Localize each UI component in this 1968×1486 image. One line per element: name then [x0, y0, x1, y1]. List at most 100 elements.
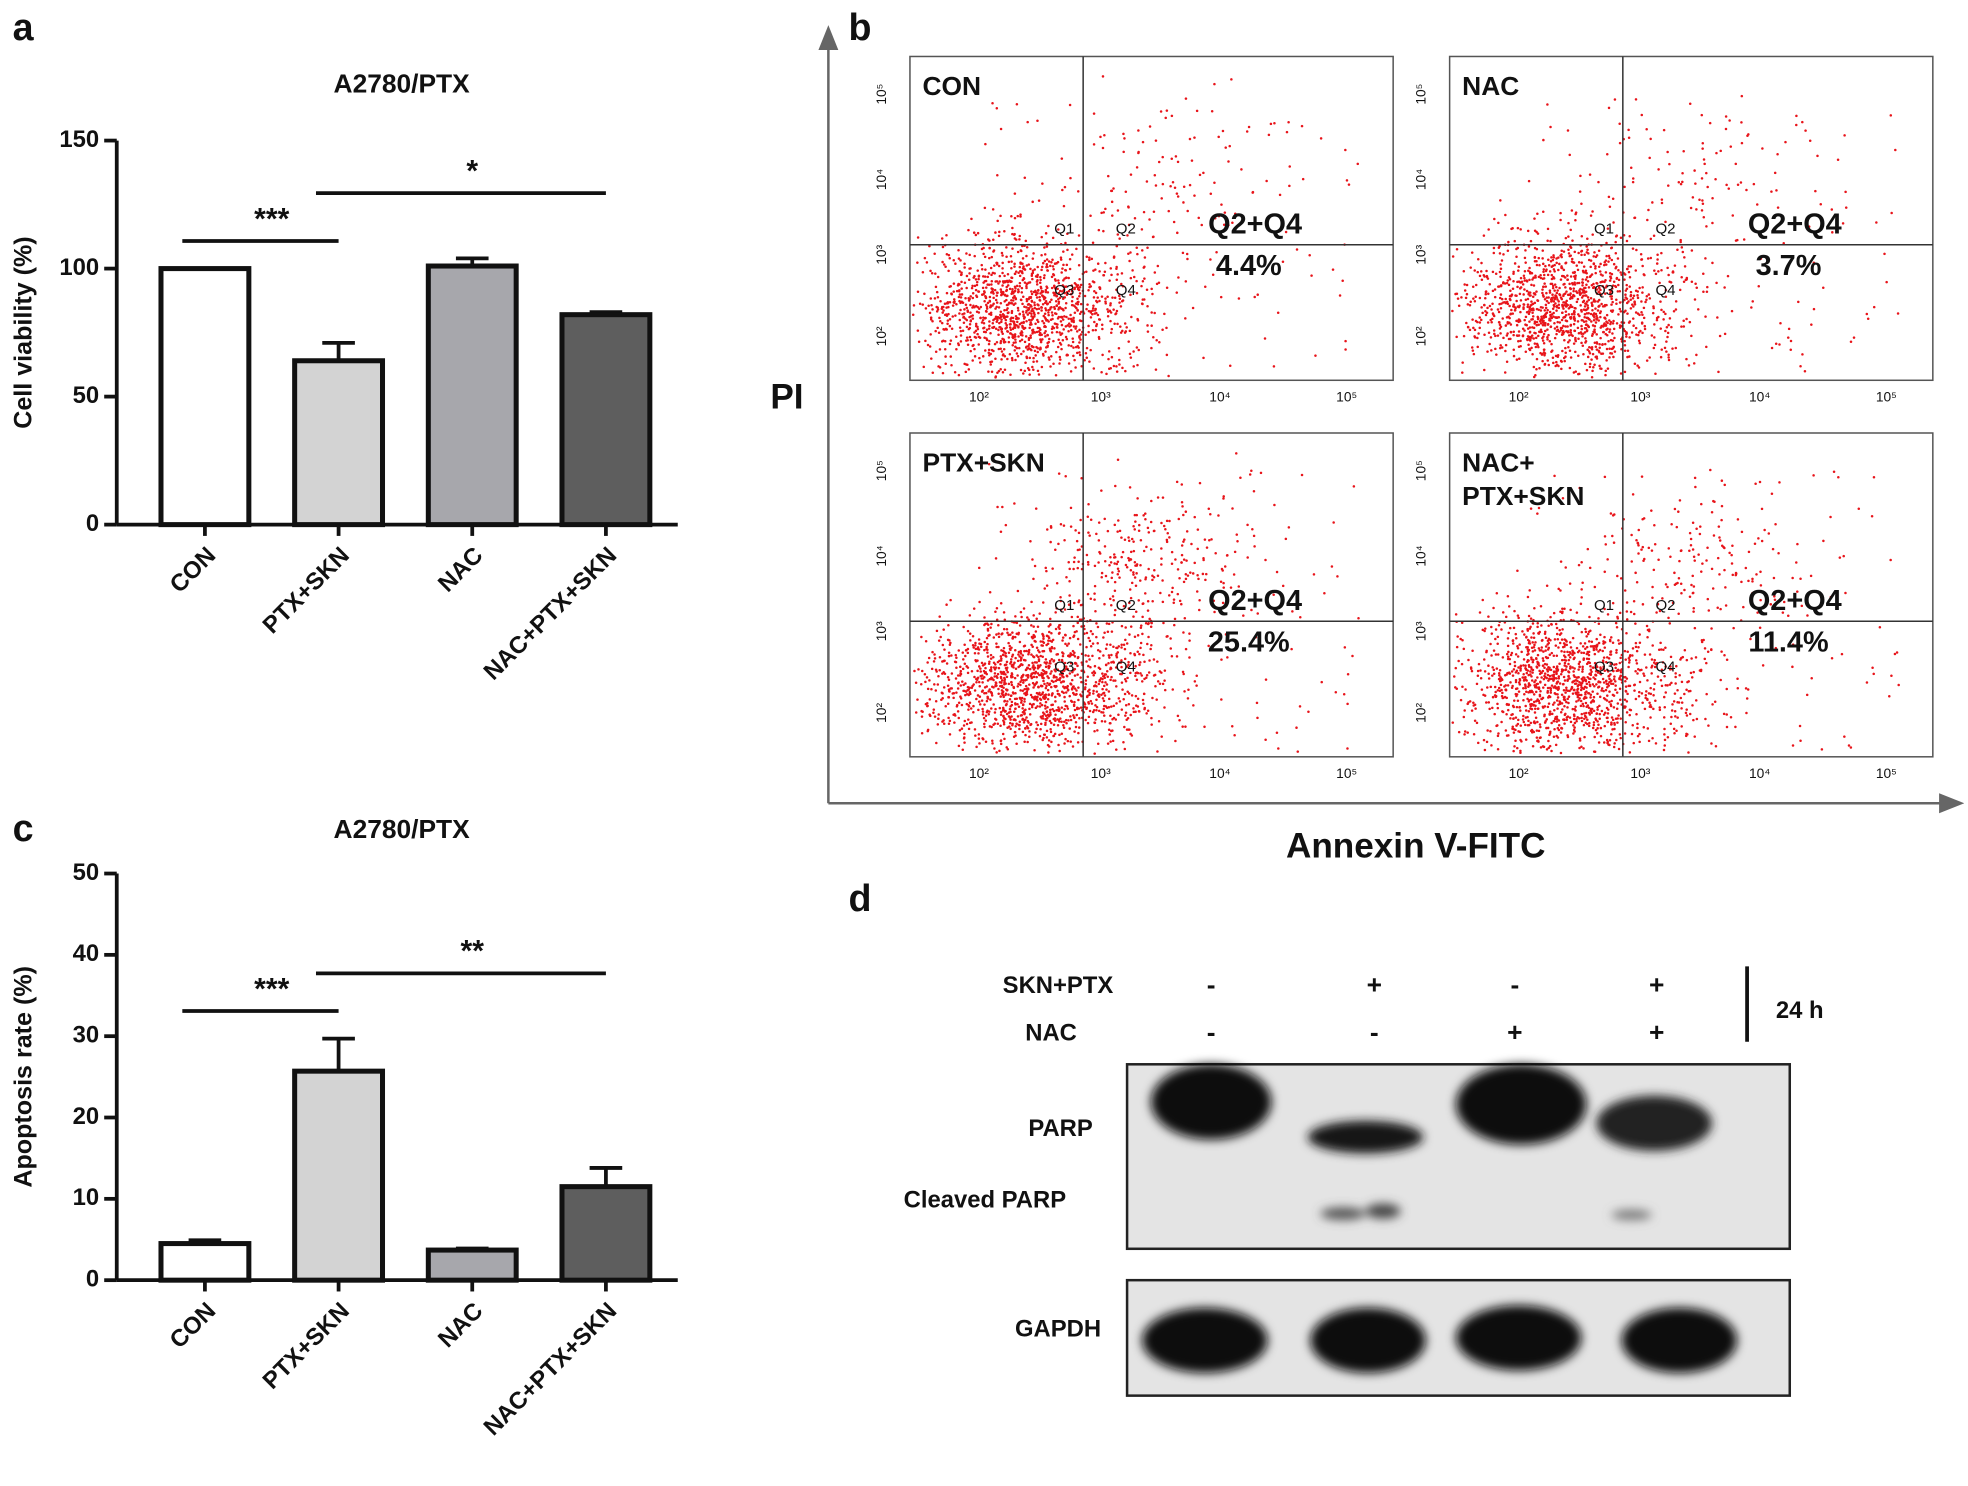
event-dot	[1609, 320, 1613, 324]
event-dot	[1154, 368, 1158, 371]
event-dot	[1594, 312, 1598, 316]
event-dot	[1213, 217, 1217, 220]
event-dot	[962, 316, 965, 319]
bar	[559, 1184, 653, 1283]
event-dot	[1702, 158, 1706, 161]
event-dot	[1111, 214, 1114, 217]
event-dot	[1115, 370, 1119, 373]
event-dot	[1875, 221, 1878, 224]
x-tick-label: 10²	[1509, 389, 1529, 404]
event-dot	[1544, 329, 1547, 333]
event-dot	[1617, 278, 1621, 282]
event-dot	[1523, 256, 1527, 260]
event-dot	[1546, 308, 1549, 312]
event-dot	[1574, 338, 1577, 341]
event-dot	[1134, 584, 1138, 587]
event-dot	[1028, 281, 1032, 284]
event-dot	[1612, 221, 1615, 224]
event-dot	[1512, 348, 1516, 352]
event-dot	[1163, 688, 1167, 692]
event-dot	[1127, 663, 1130, 667]
event-dot	[946, 638, 950, 642]
event-dot	[1076, 741, 1080, 744]
event-dot	[1724, 115, 1728, 118]
event-dot	[946, 319, 950, 322]
event-dot	[1088, 534, 1091, 537]
event-dot	[1069, 653, 1073, 656]
event-dot	[969, 267, 972, 270]
event-dot	[1473, 299, 1477, 303]
y-tick-label: 10²	[874, 326, 889, 346]
event-dot	[1589, 265, 1592, 269]
event-dot	[1219, 610, 1223, 614]
event-dot	[1531, 278, 1534, 281]
event-dot	[1003, 300, 1006, 303]
event-dot	[1490, 308, 1493, 311]
event-dot	[1079, 338, 1082, 341]
event-dot	[1109, 678, 1112, 682]
event-dot	[1149, 520, 1153, 524]
event-dot	[1036, 279, 1039, 282]
event-dot	[1097, 335, 1101, 339]
event-dot	[1132, 549, 1136, 553]
event-dot	[1148, 218, 1151, 221]
event-dot	[1058, 289, 1062, 293]
event-dot	[1527, 312, 1531, 316]
event-dot	[959, 334, 963, 337]
event-dot	[1080, 680, 1083, 684]
event-dot	[1585, 300, 1589, 303]
event-dot	[1085, 707, 1088, 711]
event-dot	[1553, 263, 1556, 267]
event-dot	[977, 680, 981, 684]
event-dot	[1300, 473, 1304, 477]
event-dot	[1188, 632, 1191, 635]
event-dot	[1564, 286, 1567, 289]
event-dot	[1473, 269, 1476, 272]
event-dot	[1028, 326, 1031, 330]
event-dot	[1065, 337, 1069, 341]
event-dot	[1067, 642, 1070, 645]
event-dot	[1001, 732, 1005, 736]
event-dot	[1606, 227, 1610, 230]
event-dot	[1064, 276, 1068, 280]
event-dot	[1119, 305, 1123, 308]
panel-label: b	[848, 6, 871, 48]
event-dot	[1250, 469, 1253, 473]
event-dot	[1109, 267, 1113, 270]
event-dot	[1517, 269, 1520, 272]
event-dot	[1494, 347, 1497, 351]
event-dot	[1628, 751, 1632, 754]
event-dot	[1612, 280, 1616, 284]
event-dot	[945, 233, 948, 237]
event-dot	[945, 603, 948, 606]
event-dot	[1187, 688, 1190, 692]
event-dot	[1101, 75, 1105, 78]
event-dot	[1036, 672, 1040, 675]
event-dot	[1110, 327, 1114, 331]
event-dot	[1158, 670, 1162, 673]
x-axis-label: Annexin V-FITC	[1286, 827, 1546, 866]
event-dot	[1029, 693, 1033, 697]
event-dot	[1592, 286, 1596, 289]
event-dot	[1535, 367, 1538, 371]
y-tick-label: 10³	[1414, 244, 1429, 264]
event-dot	[1101, 672, 1104, 675]
event-dot	[1013, 335, 1017, 338]
event-dot	[1003, 354, 1007, 358]
event-dot	[1010, 681, 1013, 684]
event-dot	[1076, 615, 1080, 619]
event-dot	[999, 288, 1003, 291]
event-dot	[1178, 576, 1181, 580]
event-dot	[1499, 275, 1502, 278]
event-dot	[1473, 335, 1476, 338]
event-dot	[992, 666, 996, 669]
event-dot	[1068, 567, 1071, 571]
event-dot	[1577, 699, 1580, 702]
event-dot	[942, 339, 945, 343]
event-dot	[1607, 254, 1611, 258]
event-dot	[1037, 288, 1040, 292]
event-dot	[1463, 289, 1467, 292]
event-dot	[1544, 303, 1548, 307]
event-dot	[1461, 371, 1464, 374]
event-dot	[1665, 340, 1668, 343]
